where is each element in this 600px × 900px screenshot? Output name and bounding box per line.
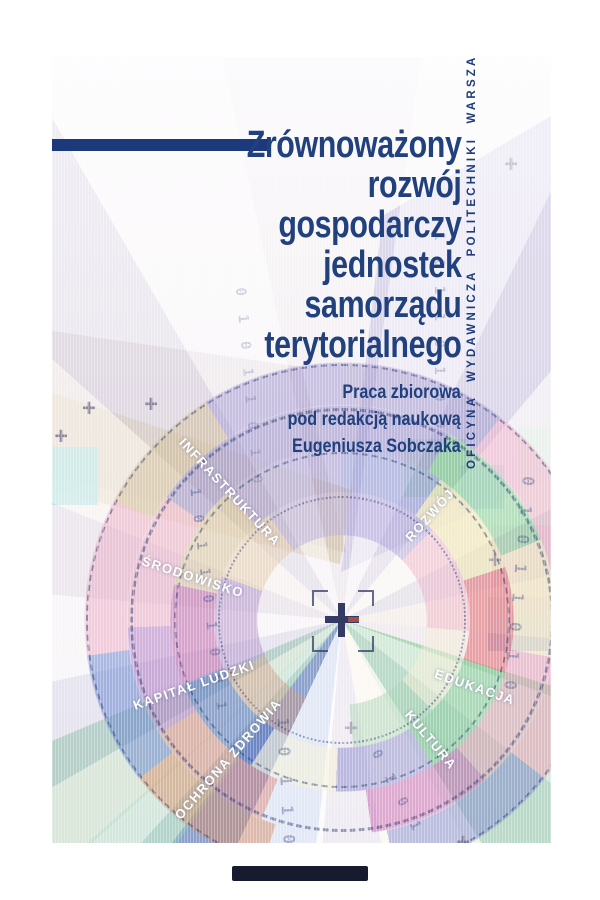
book-title: Zrównoważony rozwój gospodarczy jednoste… [246,125,461,365]
viewfinder-bracket-icon [358,590,374,606]
plus-mark: + [488,547,503,574]
wheel-tick-circle [86,364,551,843]
subtitle-line: Praca zbiorowa [342,382,461,403]
publisher-vertical-text: OFICYNA WYDAWNICZA POLITECHNIKI WARSZAWS… [466,57,478,469]
subtitle-line: pod redakcją naukową [287,409,461,430]
book-cover: 1 0 1 1 0 1 0 0 1 0 1 0 1 1 0 1 0 1 0 1 … [52,57,551,843]
center-registration-mark-accent [348,617,359,622]
title-line: Zrównoważony [246,124,461,166]
subtitle-line: Eugeniusza Sobczaka [292,436,461,457]
title-line: terytorialnego [263,324,462,366]
plus-mark: + [344,715,359,742]
plus-mark: + [144,391,159,418]
title-line: rozwój [367,164,461,206]
plus-mark: + [54,423,69,450]
book-subtitle: Praca zbiorowa pod redakcją naukową Euge… [288,379,461,460]
plus-mark: + [82,395,97,422]
viewfinder-bracket-icon [312,636,328,652]
plus-mark: + [504,151,519,178]
bottom-accent-bar [232,866,368,881]
title-line: gospodarczy [277,204,462,246]
plus-mark: + [456,829,471,844]
viewfinder-bracket-icon [358,636,374,652]
title-line: samorządu [304,284,461,326]
viewfinder-bracket-icon [312,590,328,606]
title-line: jednostek [322,244,462,286]
top-accent-bar [52,139,268,151]
center-registration-mark [325,616,359,623]
